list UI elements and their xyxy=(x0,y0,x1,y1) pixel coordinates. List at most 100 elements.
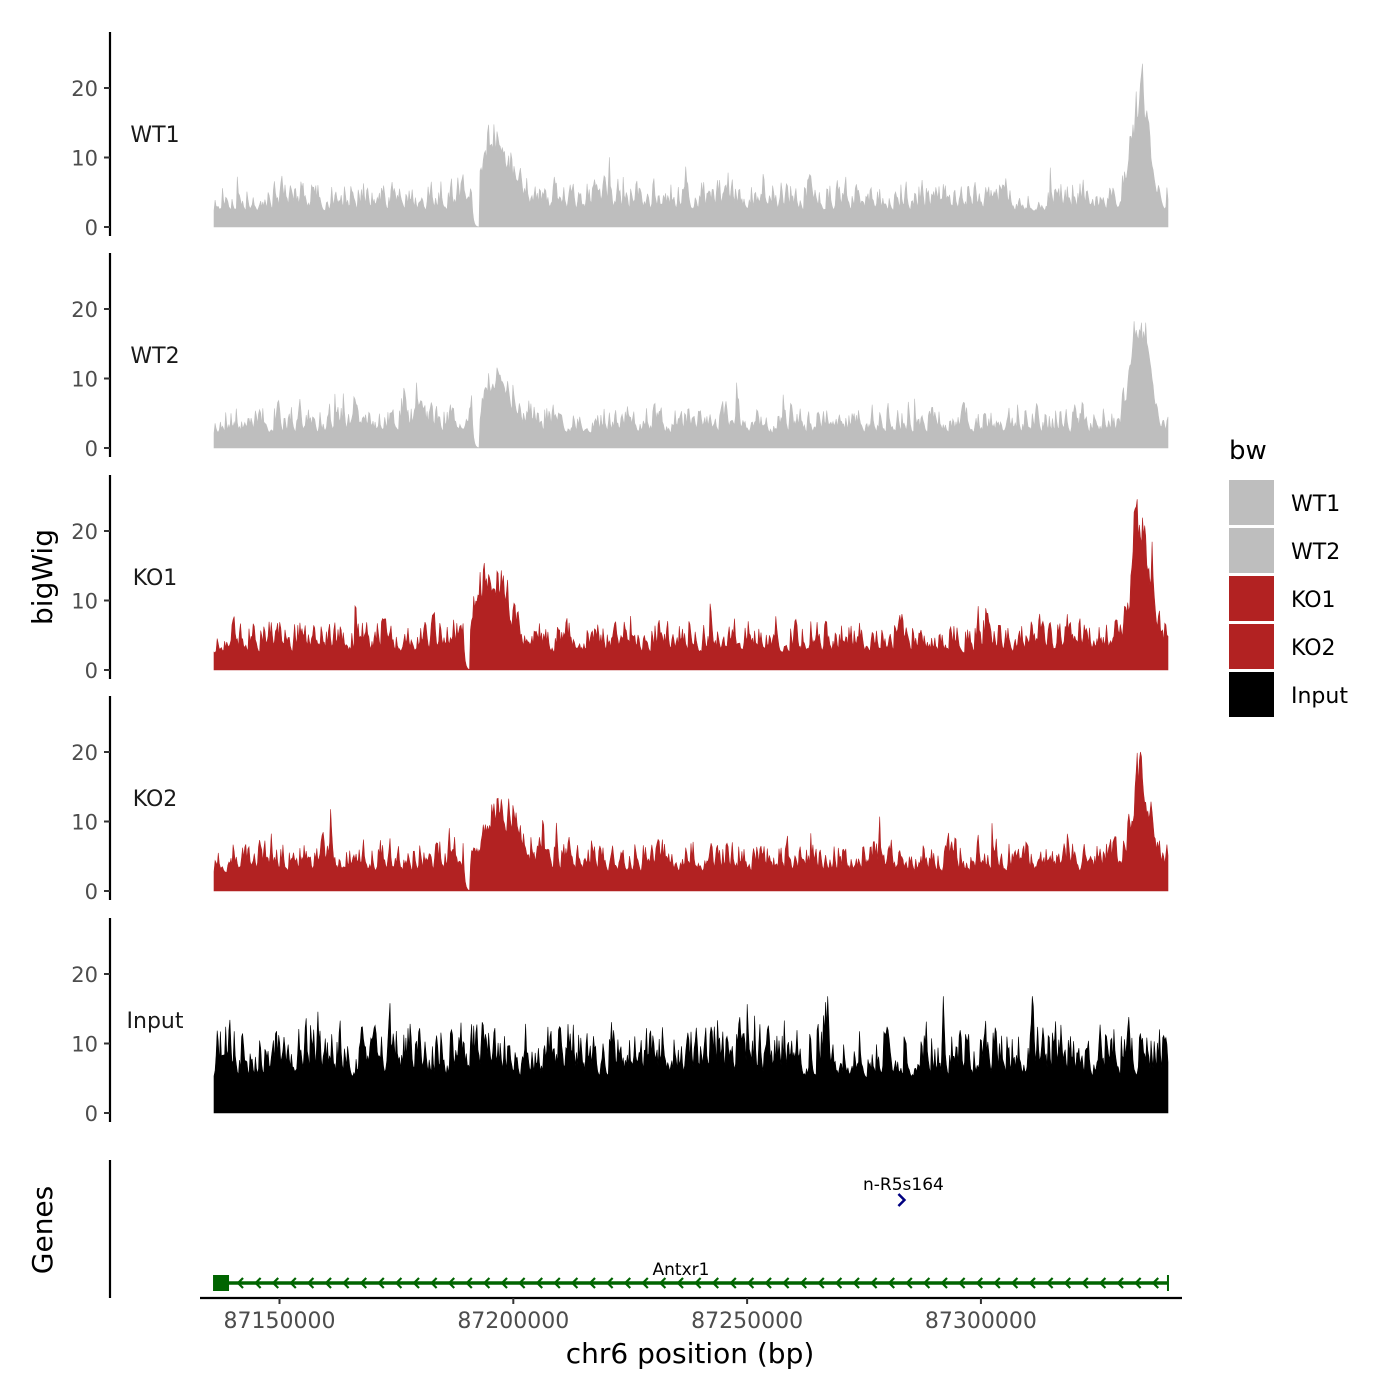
gene-antxr1-strand-arrow xyxy=(1081,1277,1089,1289)
y-tick-label-ko1-10: 10 xyxy=(71,590,98,614)
y-tick-label-ko2-10: 10 xyxy=(71,811,98,835)
coverage-area-ko2 xyxy=(213,751,1169,892)
gene-antxr1-strand-arrow xyxy=(1010,1277,1019,1289)
gene-antxr1-strand-arrow xyxy=(870,1277,878,1289)
y-tick-label-wt2-0: 0 xyxy=(85,437,98,461)
gene-antxr1-strand-arrow xyxy=(1028,1277,1036,1289)
gene-label-antxr1: Antxr1 xyxy=(653,1260,710,1280)
gene-antxr1-strand-arrow xyxy=(1151,1277,1160,1289)
y-tick-label-ko1-0: 0 xyxy=(85,659,98,683)
gene-antxr1-strand-arrow xyxy=(412,1277,420,1289)
y-tick-label-ko2-20: 20 xyxy=(71,741,98,765)
gene-antxr1-strand-arrow xyxy=(694,1277,702,1289)
gene-antxr1-strand-arrow xyxy=(500,1277,508,1289)
gene-label-n-r5s164: n-R5s164 xyxy=(863,1175,944,1195)
gene-antxr1-strand-arrow xyxy=(588,1277,596,1289)
gene-antxr1-strand-arrow xyxy=(623,1277,632,1289)
gene-antxr1-strand-arrow xyxy=(271,1277,280,1289)
coverage-area-input xyxy=(213,996,1169,1114)
x-tick-label-1: 87200000 xyxy=(457,1309,569,1334)
gene-antxr1-strand-arrow xyxy=(377,1277,385,1289)
track-ko1: 0 10 20 KO1 xyxy=(71,475,1169,683)
gene-antxr1-strand-arrow xyxy=(641,1277,649,1289)
gene-track: Antxr1 n-R5s164 xyxy=(108,1160,1169,1298)
y-tick-label-wt1-10: 10 xyxy=(71,147,98,171)
gene-antxr1-strand-arrow xyxy=(1098,1277,1107,1289)
legend-key-wt2 xyxy=(1229,528,1274,573)
track-label-wt1: WT1 xyxy=(130,123,179,148)
gene-antxr1-strand-arrow xyxy=(482,1277,491,1289)
gene-antxr1-exon xyxy=(213,1275,230,1291)
gene-antxr1-strand-arrow xyxy=(1046,1277,1054,1289)
x-tick-label-3: 87300000 xyxy=(925,1309,1037,1334)
coverage-tracks: 0 10 20 WT1 0 10 20 WT2 0 10 20 KO1 0 10 20 KO2 0 10 20 Inp… xyxy=(71,32,1169,1126)
coverage-area-ko1 xyxy=(213,499,1169,671)
legend-key-wt1 xyxy=(1229,480,1274,525)
track-label-wt2: WT2 xyxy=(130,344,179,369)
x-tick-label-0: 87150000 xyxy=(224,1309,336,1334)
legend-label-ko1: KO1 xyxy=(1291,588,1336,613)
gene-antxr1-strand-arrow xyxy=(711,1277,720,1289)
gene-antxr1-strand-arrow xyxy=(746,1277,755,1289)
coverage-area-wt1 xyxy=(213,63,1169,228)
gene-antxr1-strand-arrow xyxy=(905,1277,913,1289)
legend: bw WT1 WT2 KO1 KO2 Input xyxy=(1229,436,1348,717)
gene-n-r5s164: n-R5s164 xyxy=(863,1175,944,1207)
coverage-area-wt2 xyxy=(213,321,1169,449)
gene-antxr1-strand-arrow xyxy=(1063,1277,1072,1289)
gene-n-r5s164-strand-arrow xyxy=(897,1193,907,1207)
legend-label-wt1: WT1 xyxy=(1291,492,1340,517)
gene-antxr1-strand-arrow xyxy=(834,1277,843,1289)
gene-antxr1-strand-arrow xyxy=(852,1277,860,1289)
x-tick-label-2: 87250000 xyxy=(691,1309,803,1334)
gene-antxr1-strand-arrow xyxy=(324,1277,332,1289)
gene-antxr1-strand-arrow xyxy=(940,1277,948,1289)
x-axis: 87150000 87200000 87250000 87300000 xyxy=(200,1296,1182,1334)
gene-antxr1-strand-arrow xyxy=(817,1277,825,1289)
gene-antxr1-strand-arrow xyxy=(570,1277,579,1289)
track-wt1: 0 10 20 WT1 xyxy=(71,32,1169,240)
y-axis-title-bigwig: bigWig xyxy=(26,529,59,625)
gene-antxr1-strand-arrow xyxy=(729,1277,737,1289)
legend-key-input xyxy=(1229,672,1274,717)
legend-label-wt2: WT2 xyxy=(1291,540,1340,565)
track-input: 0 10 20 Input xyxy=(71,918,1169,1126)
gene-antxr1-strand-arrow xyxy=(1116,1277,1124,1289)
gene-antxr1-strand-arrow xyxy=(676,1277,684,1289)
y-tick-label-input-10: 10 xyxy=(71,1033,98,1057)
gene-antxr1-strand-arrow xyxy=(922,1277,931,1289)
gene-antxr1-strand-arrow xyxy=(887,1277,896,1289)
gene-antxr1-strand-arrow xyxy=(975,1277,984,1289)
gene-antxr1-strand-arrow xyxy=(254,1277,262,1289)
track-ko2: 0 10 20 KO2 xyxy=(71,696,1169,904)
x-axis-title: chr6 position (bp) xyxy=(566,1337,815,1370)
y-tick-label-ko1-20: 20 xyxy=(71,520,98,544)
gene-antxr1-strand-arrow xyxy=(359,1277,368,1289)
legend-title: bw xyxy=(1229,436,1267,466)
legend-label-ko2: KO2 xyxy=(1291,636,1336,661)
y-tick-label-wt1-0: 0 xyxy=(85,216,98,240)
legend-key-ko2 xyxy=(1229,624,1274,669)
track-label-ko1: KO1 xyxy=(133,566,178,591)
gene-antxr1-strand-arrow xyxy=(1134,1277,1142,1289)
gene-antxr1-strand-arrow xyxy=(764,1277,772,1289)
gene-antxr1-strand-arrow xyxy=(993,1277,1001,1289)
y-tick-label-wt1-20: 20 xyxy=(71,77,98,101)
legend-label-input: Input xyxy=(1291,684,1348,709)
y-tick-label-ko2-0: 0 xyxy=(85,880,98,904)
track-wt2: 0 10 20 WT2 xyxy=(71,253,1169,461)
y-tick-label-wt2-20: 20 xyxy=(71,298,98,322)
gene-antxr1-strand-arrow xyxy=(535,1277,544,1289)
gene-antxr1-strand-arrow xyxy=(342,1277,350,1289)
gene-antxr1-strand-arrow xyxy=(236,1277,244,1289)
gene-antxr1-strand-arrow xyxy=(606,1277,614,1289)
y-tick-label-input-20: 20 xyxy=(71,963,98,987)
y-axis-title-genes: Genes xyxy=(26,1186,59,1274)
gene-antxr1-strand-arrow xyxy=(394,1277,403,1289)
track-label-ko2: KO2 xyxy=(133,787,178,812)
gene-antxr1-strand-arrow xyxy=(518,1277,526,1289)
gene-antxr1-strand-arrow xyxy=(430,1277,438,1289)
gene-antxr1-strand-arrow xyxy=(782,1277,790,1289)
y-tick-label-input-0: 0 xyxy=(85,1102,98,1126)
